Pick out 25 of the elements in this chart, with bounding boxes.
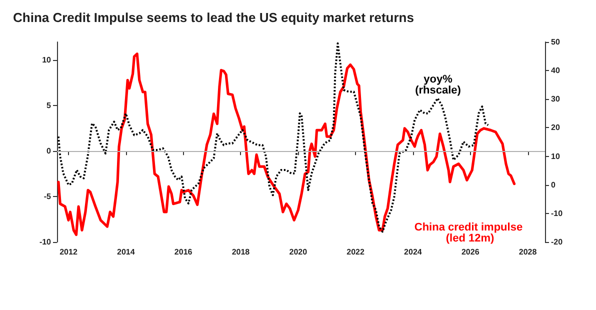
x-tick-label: 2018 <box>232 248 250 256</box>
y2-tick-label: 50 <box>551 38 560 46</box>
y2-tick-label: 20 <box>551 123 560 132</box>
x-tick-label: 2014 <box>116 248 136 256</box>
y2-tick-label: -10 <box>551 208 564 218</box>
y-tick-label: 5 <box>46 101 52 110</box>
y2-tick-label: 10 <box>551 152 560 161</box>
x-tick-label: 2028 <box>518 248 538 256</box>
text: China credit impulse (led 12m) <box>414 222 526 244</box>
x-tick-label: 2022 <box>346 248 365 256</box>
y2-tick-label: 40 <box>551 66 560 76</box>
y2-tick-label: 30 <box>551 94 560 104</box>
y2-tick-label: -20 <box>551 238 564 246</box>
y-tick-label: -5 <box>44 192 52 202</box>
y2-tick-label: 0 <box>551 180 556 190</box>
x-tick-label: 2026 <box>461 248 480 256</box>
y-tick-label: 0 <box>46 146 52 156</box>
x-tick-label: 2024 <box>404 248 422 256</box>
series-label: yoy% (rhscale) <box>415 74 462 96</box>
y-tick-label: -10 <box>39 238 52 246</box>
chart-title: China Credit Impulse seems to lead the US equity market returns <box>13 10 414 25</box>
x-tick-label: 2016 <box>174 248 193 256</box>
y-tick-label: 10 <box>42 56 52 65</box>
x-tick-label: 2012 <box>60 248 78 256</box>
x-tick-label: 2020 <box>289 248 308 256</box>
